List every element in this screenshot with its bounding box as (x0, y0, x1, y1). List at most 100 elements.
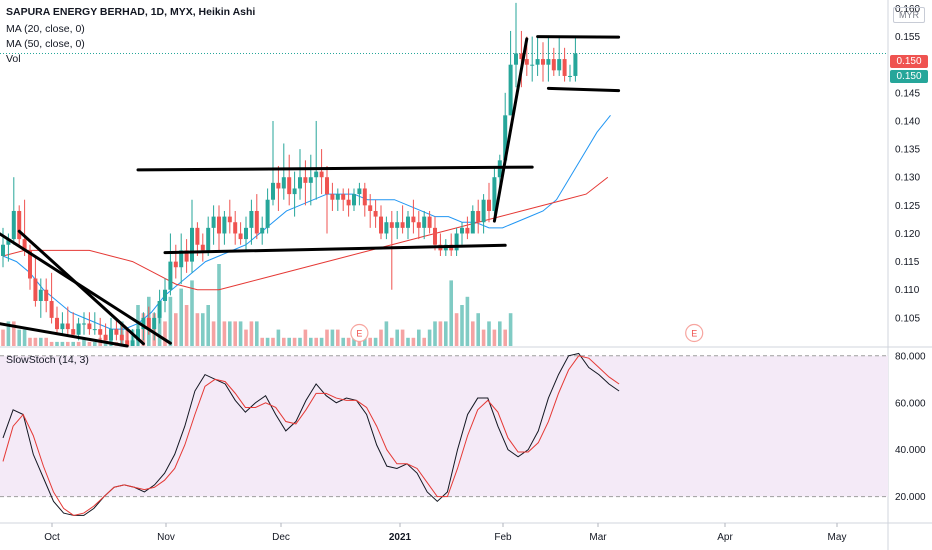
volume-bar (373, 337, 378, 346)
candle-body (168, 261, 173, 290)
candle-body (292, 188, 297, 195)
volume-bar (71, 341, 75, 346)
candle-body (217, 216, 221, 234)
candle-body (254, 210, 259, 234)
candle-body (281, 177, 286, 189)
candle-body (190, 227, 194, 262)
candle-body (314, 171, 319, 178)
volume-legend[interactable]: Vol (6, 53, 21, 65)
earnings-marker-label: E (691, 329, 697, 339)
volume-bar (368, 337, 372, 346)
candle-body (557, 59, 562, 71)
candle-body (260, 227, 265, 234)
time-tick-label: Dec (272, 532, 290, 543)
volume-bar (233, 321, 237, 346)
time-tick-label: 2021 (389, 532, 412, 543)
volume-bar (503, 329, 507, 346)
candle-body (427, 216, 432, 228)
price-tick-label: 0.110 (895, 285, 920, 296)
volume-bar (49, 341, 54, 346)
candle-body (287, 177, 292, 195)
candle-body (335, 194, 340, 200)
candle-body (411, 216, 416, 223)
volume-bar (174, 313, 178, 346)
candle-body (114, 329, 119, 335)
candle-body (249, 210, 254, 228)
volume-bar (217, 264, 221, 346)
candle-body (141, 317, 146, 330)
volume-bar (319, 337, 324, 346)
candle-body (65, 323, 70, 330)
candle-body (389, 222, 394, 228)
volume-bar (406, 337, 410, 346)
volume-bar (508, 313, 513, 346)
stoch-tick-label: 60.000 (895, 398, 926, 409)
candle-body (481, 199, 486, 223)
candle-body (82, 323, 86, 325)
volume-bar (28, 337, 32, 346)
volume-bar (314, 337, 318, 346)
time-tick-label: May (828, 532, 847, 543)
candle-body (568, 75, 572, 77)
ma20-line (2, 115, 611, 330)
time-tick-label: Feb (494, 532, 512, 543)
stoch-tick-label: 80.000 (895, 351, 926, 362)
volume-bar (211, 321, 216, 346)
drawn-trendline (536, 35, 621, 39)
volume-bar (325, 329, 329, 346)
candle-body (476, 210, 481, 223)
time-tick-label: Nov (157, 532, 175, 543)
candle-body (146, 317, 151, 330)
slowstoch-legend[interactable]: SlowStoch (14, 3) (6, 354, 89, 366)
volume-bar (417, 329, 421, 346)
candle-body (535, 59, 540, 65)
drawn-trendline (17, 229, 145, 346)
candle-body (330, 194, 335, 200)
candle-body (503, 115, 508, 161)
volume-bar (60, 341, 65, 346)
volume-bar (255, 321, 259, 346)
price-tick-label: 0.135 (895, 145, 920, 156)
candle-body (92, 329, 97, 331)
candle-body (76, 323, 81, 335)
volume-bar (103, 341, 108, 346)
candle-body (206, 227, 211, 251)
candle-body (406, 216, 410, 228)
volume-bar (422, 337, 426, 346)
candle-body (341, 194, 346, 200)
candle-body (87, 323, 92, 330)
candle-body (524, 59, 529, 65)
candle-body (109, 329, 113, 341)
volume-bar (22, 329, 27, 346)
candle-body (416, 222, 421, 228)
volume-bar (336, 329, 340, 346)
volume-bar (76, 341, 81, 346)
volume-bar (66, 341, 70, 346)
ma20-legend[interactable]: MA (20, close, 0) (6, 23, 85, 35)
currency-label[interactable]: MYR (893, 7, 925, 23)
candle-body (319, 171, 324, 178)
candle-body (487, 199, 491, 211)
ma50-legend[interactable]: MA (50, close, 0) (6, 38, 85, 50)
candle-body (17, 210, 22, 240)
volume-bar (249, 321, 254, 346)
candle-body (514, 53, 518, 65)
candle-body (119, 334, 124, 341)
candle-body (465, 227, 470, 234)
drawn-trendline (136, 165, 534, 172)
candle-body (541, 59, 545, 65)
volume-bar (238, 321, 243, 346)
volume-bar (292, 337, 297, 346)
candle-body (530, 64, 535, 66)
volume-bar (433, 321, 437, 346)
candle-body (173, 261, 178, 268)
volume-bar (244, 329, 248, 346)
earnings-marker-label: E (356, 329, 362, 339)
time-tick-label: Oct (44, 532, 60, 543)
candle-body (136, 329, 140, 341)
candle-body (157, 300, 162, 318)
stoch-band (0, 355, 888, 497)
volume-bar (33, 337, 38, 346)
candle-body (298, 177, 302, 189)
